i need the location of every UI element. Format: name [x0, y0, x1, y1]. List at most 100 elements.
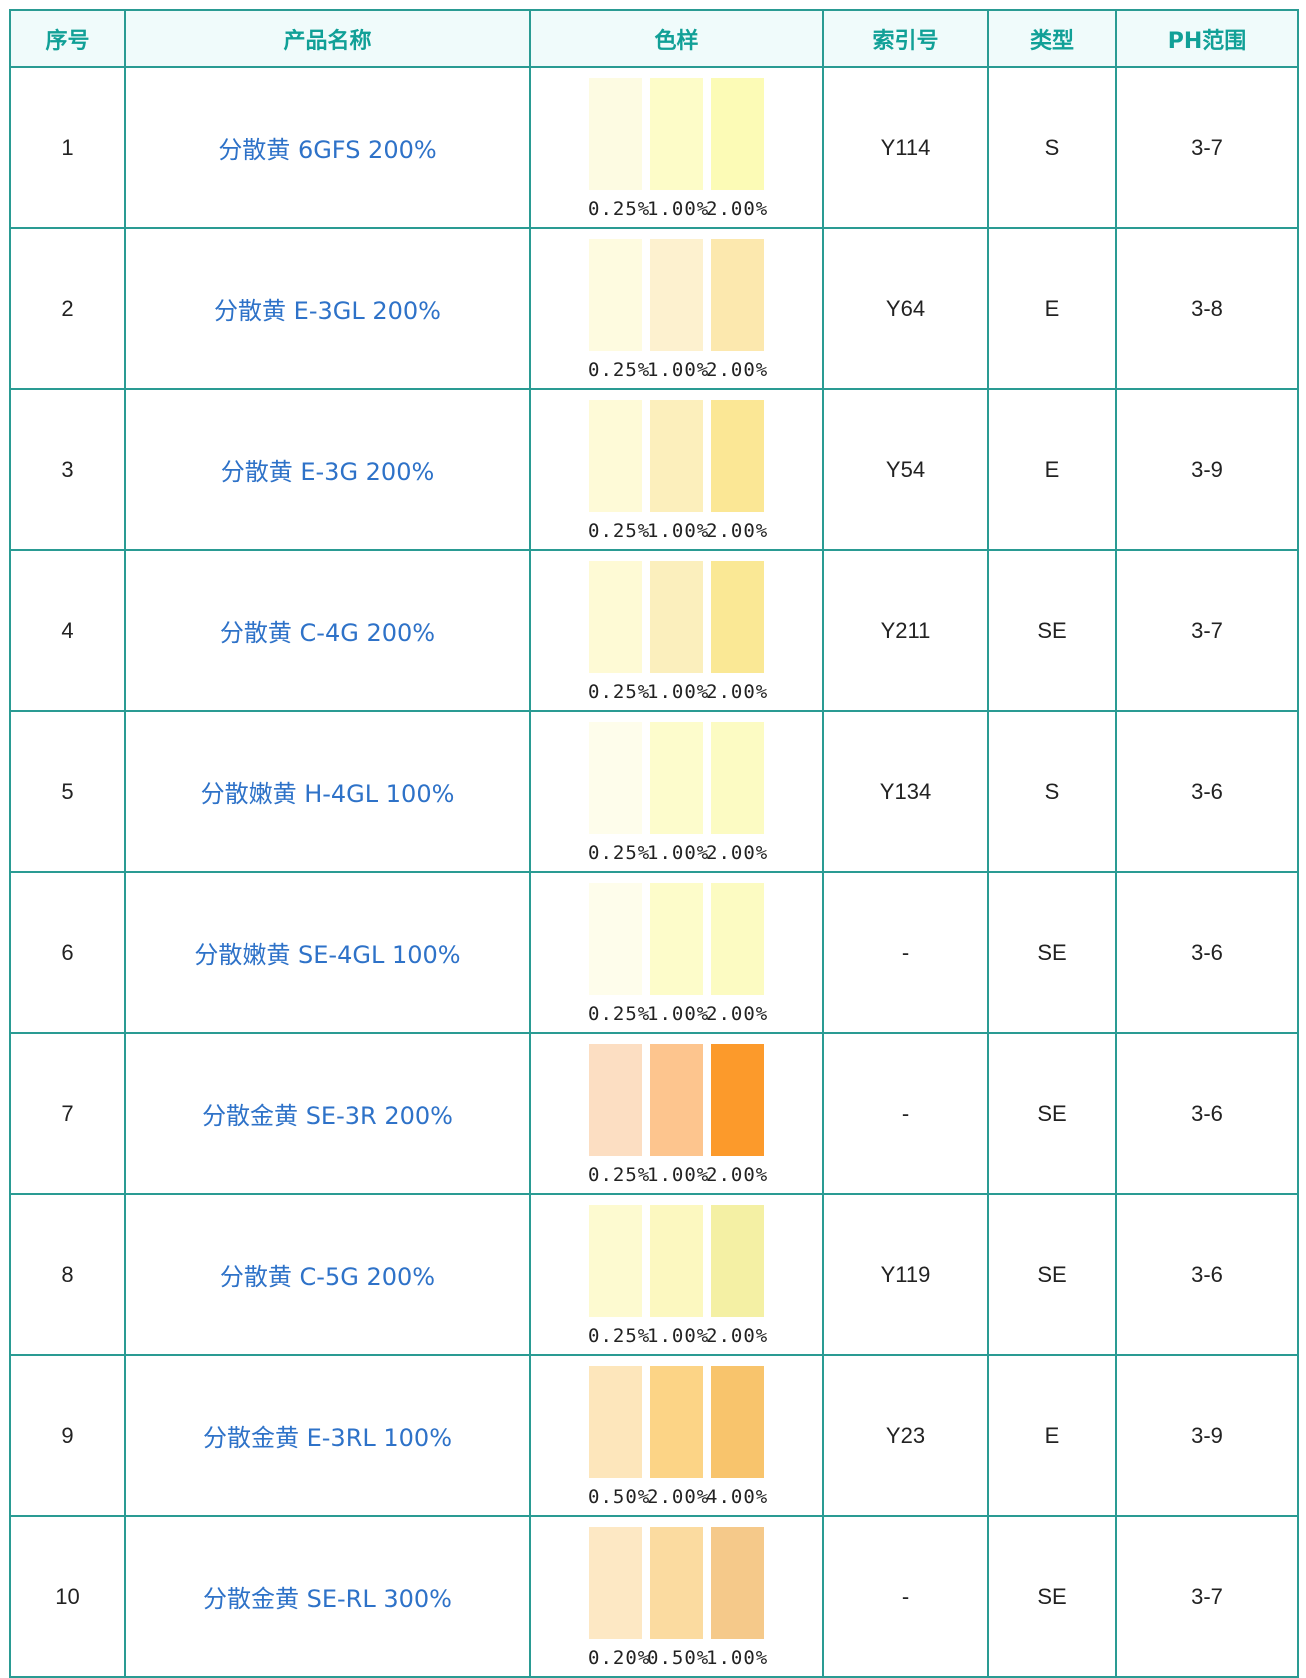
- table-row: 3 分散黄 E-3G 200% 0.25% 1.00% 2.00% Y54 E 3-9: [9, 388, 1299, 551]
- ph-range: 3-9: [1115, 1354, 1299, 1517]
- product-name-link[interactable]: 分散金黄 SE-3R 200%: [202, 1102, 453, 1130]
- color-swatch: [711, 883, 764, 995]
- color-swatch: [589, 400, 642, 512]
- index-number: Y211: [822, 549, 989, 712]
- product-name-link[interactable]: 分散黄 6GFS 200%: [218, 136, 437, 164]
- header-ph: PH范围: [1115, 9, 1299, 68]
- concentration-label: 0.50%: [647, 1647, 710, 1669]
- color-sample-cell: 0.25% 1.00% 2.00%: [529, 1032, 824, 1195]
- product-name-link[interactable]: 分散黄 C-4G 200%: [219, 619, 436, 647]
- table-row: 7 分散金黄 SE-3R 200% 0.25% 1.00% 2.00% - SE 3-6: [9, 1032, 1299, 1195]
- product-name-cell: 分散黄 C-5G 200%: [124, 1193, 531, 1356]
- color-sample-cell: 0.25% 1.00% 2.00%: [529, 388, 824, 551]
- table-row: 1 分散黄 6GFS 200% 0.25% 1.00% 2.00% Y114 S 3-7: [9, 66, 1299, 229]
- concentration-label: 1.00%: [647, 1164, 710, 1186]
- dye-type: SE: [987, 1032, 1117, 1195]
- product-name-cell: 分散黄 C-4G 200%: [124, 549, 531, 712]
- row-number: 7: [9, 1032, 126, 1195]
- product-name-link[interactable]: 分散黄 C-5G 200%: [219, 1263, 436, 1291]
- color-swatch: [650, 78, 703, 190]
- index-number: Y119: [822, 1193, 989, 1356]
- color-swatch: [589, 1366, 642, 1478]
- concentration-label: 2.00%: [706, 198, 769, 220]
- color-swatch: [650, 561, 703, 673]
- color-sample-cell: 0.20% 0.50% 1.00%: [529, 1515, 824, 1678]
- row-number: 6: [9, 871, 126, 1034]
- product-name-link[interactable]: 分散金黄 E-3RL 100%: [202, 1424, 452, 1452]
- index-number: -: [822, 1032, 989, 1195]
- color-sample-cell: 0.25% 1.00% 2.00%: [529, 710, 824, 873]
- color-swatch: [589, 239, 642, 351]
- row-number: 4: [9, 549, 126, 712]
- concentration-label: 0.25%: [588, 681, 651, 703]
- index-number: -: [822, 871, 989, 1034]
- color-sample: 0.25% 1.00% 2.00%: [587, 396, 767, 542]
- product-name-cell: 分散金黄 SE-RL 300%: [124, 1515, 531, 1678]
- color-swatch: [650, 400, 703, 512]
- color-sample-cell: 0.25% 1.00% 2.00%: [529, 227, 824, 390]
- dye-type: E: [987, 1354, 1117, 1517]
- color-swatch: [650, 1044, 703, 1156]
- ph-range: 3-7: [1115, 1515, 1299, 1678]
- concentration-label: 0.25%: [588, 1003, 651, 1025]
- dye-type: SE: [987, 1515, 1117, 1678]
- concentration-label: 1.00%: [647, 198, 710, 220]
- header-name: 产品名称: [124, 9, 531, 68]
- concentration-label: 2.00%: [706, 842, 769, 864]
- color-swatch: [589, 78, 642, 190]
- color-sample-cell: 0.25% 1.00% 2.00%: [529, 871, 824, 1034]
- concentration-label: 2.00%: [706, 1325, 769, 1347]
- color-swatch: [711, 239, 764, 351]
- color-swatch: [650, 1205, 703, 1317]
- concentration-label: 0.25%: [588, 359, 651, 381]
- color-swatch: [650, 1366, 703, 1478]
- concentration-label: 0.20%: [588, 1647, 651, 1669]
- color-sample-cell: 0.25% 1.00% 2.00%: [529, 549, 824, 712]
- row-number: 3: [9, 388, 126, 551]
- concentration-label: 1.00%: [647, 842, 710, 864]
- row-number: 2: [9, 227, 126, 390]
- concentration-label: 0.25%: [588, 1164, 651, 1186]
- color-sample: 0.25% 1.00% 2.00%: [587, 235, 767, 381]
- dye-type: E: [987, 388, 1117, 551]
- color-sample-cell: 0.50% 2.00% 4.00%: [529, 1354, 824, 1517]
- concentration-label: 0.25%: [588, 1325, 651, 1347]
- concentration-label: 1.00%: [647, 1003, 710, 1025]
- index-number: Y54: [822, 388, 989, 551]
- product-name-cell: 分散黄 E-3G 200%: [124, 388, 531, 551]
- product-name-link[interactable]: 分散黄 E-3GL 200%: [214, 297, 441, 325]
- table-row: 10 分散金黄 SE-RL 300% 0.20% 0.50% 1.00% - SE 3-7: [9, 1515, 1299, 1678]
- product-name-link[interactable]: 分散嫩黄 H-4GL 100%: [200, 780, 455, 808]
- concentration-label: 0.25%: [588, 198, 651, 220]
- color-swatch: [711, 1044, 764, 1156]
- product-name-link[interactable]: 分散黄 E-3G 200%: [220, 458, 435, 486]
- product-name-cell: 分散金黄 E-3RL 100%: [124, 1354, 531, 1517]
- color-sample: 0.25% 1.00% 2.00%: [587, 1201, 767, 1347]
- concentration-label: 0.25%: [588, 520, 651, 542]
- dye-type: SE: [987, 871, 1117, 1034]
- product-name-link[interactable]: 分散嫩黄 SE-4GL 100%: [194, 941, 461, 969]
- concentration-label: 1.00%: [647, 681, 710, 703]
- ph-range: 3-6: [1115, 1193, 1299, 1356]
- product-name-cell: 分散嫩黄 SE-4GL 100%: [124, 871, 531, 1034]
- color-swatch: [589, 1205, 642, 1317]
- index-number: Y134: [822, 710, 989, 873]
- color-swatch: [711, 561, 764, 673]
- ph-range: 3-6: [1115, 1032, 1299, 1195]
- row-number: 8: [9, 1193, 126, 1356]
- row-number: 10: [9, 1515, 126, 1678]
- index-number: Y23: [822, 1354, 989, 1517]
- ph-range: 3-8: [1115, 227, 1299, 390]
- product-name-cell: 分散黄 6GFS 200%: [124, 66, 531, 229]
- ph-range: 3-7: [1115, 66, 1299, 229]
- table-row: 6 分散嫩黄 SE-4GL 100% 0.25% 1.00% 2.00% - SE 3-6: [9, 871, 1299, 1034]
- product-name-link[interactable]: 分散金黄 SE-RL 300%: [203, 1585, 452, 1613]
- concentration-label: 2.00%: [706, 1164, 769, 1186]
- concentration-label: 2.00%: [706, 359, 769, 381]
- dye-type: E: [987, 227, 1117, 390]
- color-swatch: [589, 1044, 642, 1156]
- concentration-label: 1.00%: [706, 1647, 769, 1669]
- color-swatch: [711, 1527, 764, 1639]
- ph-range: 3-6: [1115, 871, 1299, 1034]
- ph-range: 3-7: [1115, 549, 1299, 712]
